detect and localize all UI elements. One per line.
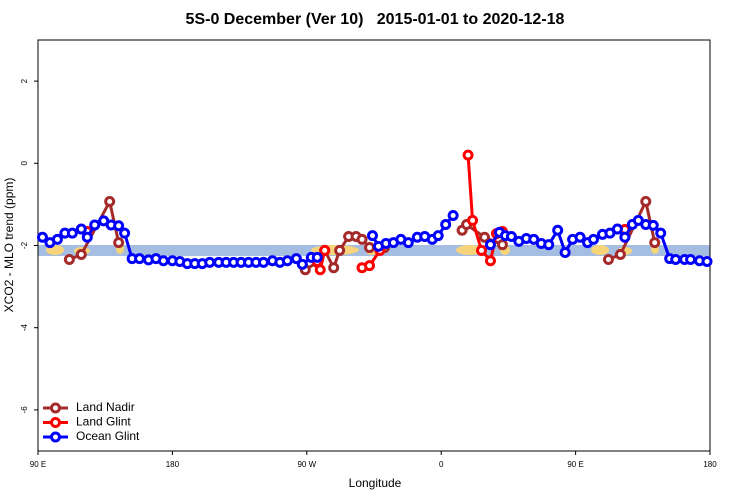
- legend-marker: [50, 417, 61, 428]
- y-tick-label: 2: [20, 78, 29, 83]
- point: [640, 196, 652, 208]
- point: [552, 224, 564, 236]
- point: [36, 231, 48, 243]
- point: [619, 231, 631, 243]
- point: [467, 214, 479, 226]
- point: [328, 262, 340, 274]
- point: [484, 239, 496, 251]
- point: [614, 249, 626, 261]
- point: [157, 255, 169, 267]
- chart-title: 5S-0 December (Ver 10) 2015-01-01 to 202…: [186, 11, 565, 28]
- point: [81, 231, 93, 243]
- point: [204, 256, 216, 268]
- point: [334, 244, 346, 256]
- point: [104, 196, 116, 208]
- point: [670, 253, 682, 265]
- x-tick-label: 90 E: [30, 460, 46, 469]
- point: [588, 233, 600, 245]
- x-tick-label: 0: [439, 460, 444, 469]
- x-tick-label: 90 W: [297, 460, 316, 469]
- point: [402, 237, 414, 249]
- legend-label: Land Nadir: [76, 400, 135, 414]
- point: [356, 233, 368, 245]
- x-tick-label: 90 E: [567, 460, 583, 469]
- point: [701, 256, 713, 268]
- point: [574, 231, 586, 243]
- point: [440, 219, 452, 231]
- point: [63, 253, 75, 265]
- point: [311, 251, 323, 263]
- point: [462, 149, 474, 161]
- y-tick-label: -2: [20, 241, 29, 249]
- point: [647, 219, 659, 231]
- y-axis-label: XCO2 - MLO trend (ppm): [2, 178, 16, 313]
- y-tick-label: 0: [20, 161, 29, 166]
- legend-marker: [50, 402, 61, 414]
- y-tick-label: -6: [20, 406, 29, 414]
- point: [602, 253, 614, 265]
- point: [543, 239, 555, 251]
- point: [476, 244, 488, 256]
- point: [611, 223, 623, 235]
- x-tick-label: 180: [166, 460, 180, 469]
- y-tick-label: -4: [20, 324, 29, 332]
- point: [364, 260, 376, 272]
- x-tick-label: 180: [703, 460, 717, 469]
- point: [649, 237, 661, 249]
- legend-label: Ocean Glint: [76, 429, 140, 443]
- point: [484, 255, 496, 267]
- point: [113, 237, 125, 249]
- point: [281, 255, 293, 267]
- x-axis-label: Longitude: [349, 476, 402, 490]
- point: [257, 256, 269, 268]
- legend-label: Land Glint: [76, 415, 131, 429]
- point: [89, 219, 101, 231]
- point: [479, 231, 491, 243]
- point: [314, 264, 326, 276]
- point: [559, 246, 571, 258]
- point: [505, 230, 517, 242]
- point: [685, 253, 697, 265]
- point: [51, 233, 63, 245]
- legend-marker: [50, 431, 61, 443]
- point: [75, 249, 87, 261]
- point: [119, 227, 131, 239]
- point: [432, 230, 444, 242]
- point: [496, 239, 508, 251]
- point: [66, 227, 78, 239]
- point: [367, 230, 379, 242]
- point: [655, 227, 667, 239]
- point: [113, 220, 125, 232]
- point: [75, 223, 87, 235]
- point: [134, 253, 146, 265]
- point: [447, 209, 459, 221]
- point: [319, 244, 331, 256]
- point: [296, 258, 308, 270]
- point: [364, 242, 376, 254]
